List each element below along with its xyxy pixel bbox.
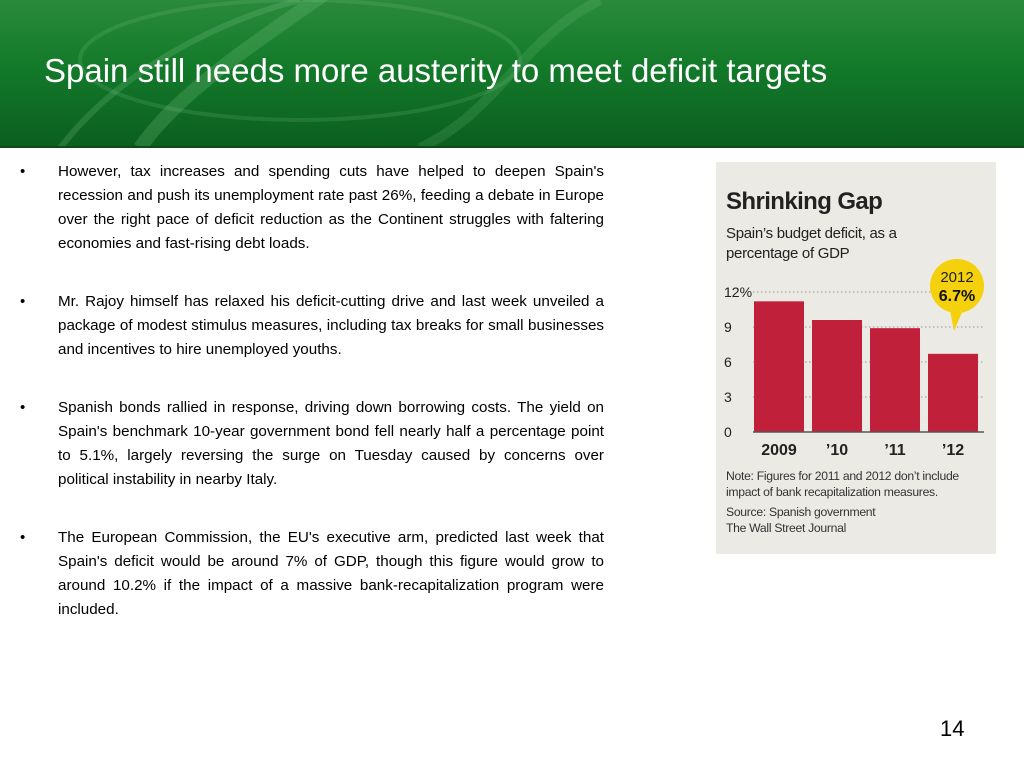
bullet-text: However, tax increases and spending cuts… [58, 163, 604, 252]
bullet-marker: • [20, 529, 26, 546]
callout-bubble [930, 259, 984, 313]
bullet-list: • However, tax increases and spending cu… [18, 160, 604, 656]
x-tick-label: ’10 [826, 442, 848, 459]
y-tick-label: 3 [724, 389, 732, 405]
slide-header: Spain still needs more austerity to meet… [0, 0, 1024, 148]
bullet-text: The European Commission, the EU's execut… [58, 529, 604, 618]
chart-note: Note: Figures for 2011 and 2012 don’t in… [726, 469, 959, 499]
bullet-marker: • [20, 293, 26, 310]
y-tick-label: 12% [724, 284, 752, 300]
header-divider [0, 146, 1024, 148]
chart-source: Source: Spanish government The Wall Stre… [726, 504, 990, 536]
header-swirl-decoration [57, 0, 603, 148]
bullet-text: Spanish bonds rallied in response, drivi… [58, 399, 604, 488]
chart-subtitle: Spain’s budget deficit, as a percentage … [726, 225, 897, 262]
x-tick-label: 2009 [761, 442, 797, 459]
callout-value: 6.7% [939, 288, 975, 305]
bar [812, 320, 862, 432]
bullet-marker: • [20, 399, 26, 416]
chart-source-text: Source: Spanish government [726, 505, 876, 519]
bullet-item: • However, tax increases and spending cu… [18, 160, 604, 256]
y-tick-label: 0 [724, 424, 732, 440]
bullet-text: Mr. Rajoy himself has relaxed his defici… [58, 293, 604, 358]
slide-title: Spain still needs more austerity to meet… [44, 52, 828, 89]
callout-pointer [950, 310, 963, 331]
bar-chart: 0 3 6 9 12% 2009 ’10 ’11 ’12 2012 6.7% [724, 259, 984, 459]
chart-title: Shrinking Gap [726, 188, 883, 215]
bar [754, 301, 804, 432]
chart-panel: Shrinking Gap Spain’s budget deficit, as… [716, 162, 996, 554]
x-tick-label: ’12 [942, 442, 964, 459]
page-number: 14 [940, 716, 965, 741]
bullet-marker: • [20, 163, 26, 180]
y-tick-label: 9 [724, 319, 732, 335]
callout-year: 2012 [940, 269, 973, 286]
bar [870, 328, 920, 432]
bullet-item: • Spanish bonds rallied in response, dri… [18, 396, 604, 492]
bullet-item: • The European Commission, the EU's exec… [18, 526, 604, 622]
x-tick-label: ’11 [884, 442, 905, 459]
y-tick-label: 6 [724, 354, 732, 370]
bar [928, 353, 978, 432]
bullet-item: • Mr. Rajoy himself has relaxed his defi… [18, 290, 604, 362]
chart-publisher: The Wall Street Journal [726, 521, 846, 535]
